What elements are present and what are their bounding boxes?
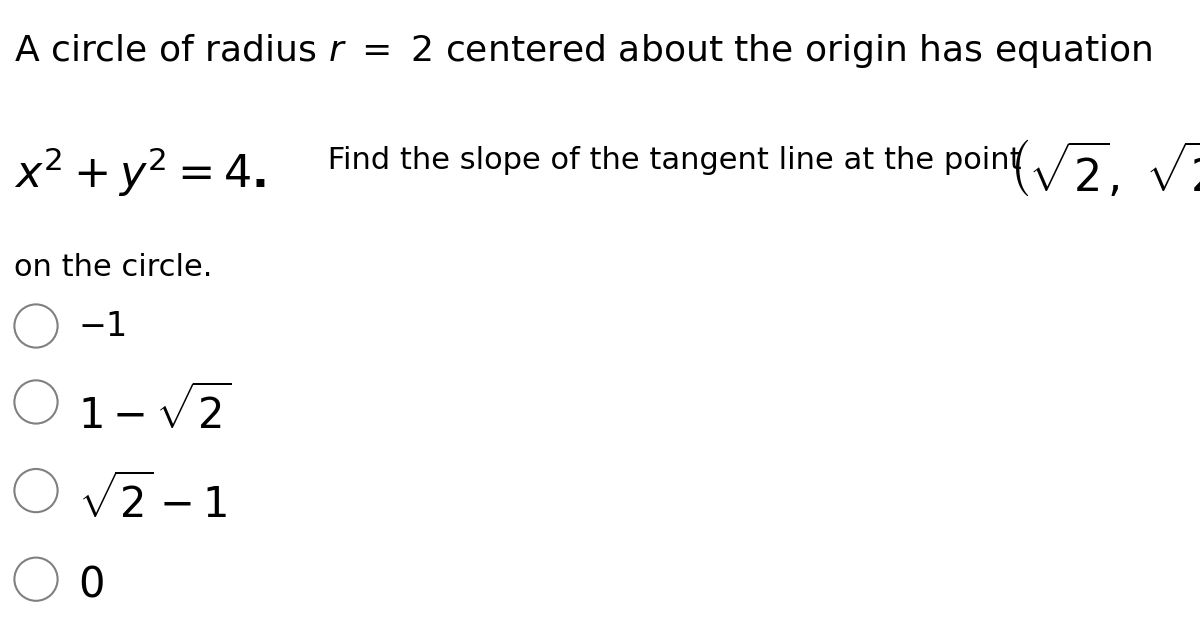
Text: $\sqrt{2} - 1$: $\sqrt{2} - 1$ <box>78 475 227 527</box>
Text: A circle of radius $r\ =\ 2$ centered about the origin has equation: A circle of radius $r\ =\ 2$ centered ab… <box>14 32 1153 70</box>
Text: $1 - \sqrt{2}$: $1 - \sqrt{2}$ <box>78 386 232 438</box>
Text: $x^2 + y^2 = 4$.: $x^2 + y^2 = 4$. <box>14 146 266 199</box>
Text: on the circle.: on the circle. <box>14 253 212 282</box>
Text: Find the slope of the tangent line at the point: Find the slope of the tangent line at th… <box>318 146 1021 175</box>
Text: $0$: $0$ <box>78 563 103 605</box>
Text: $\left(\sqrt{2},\ \sqrt{2}\right)$: $\left(\sqrt{2},\ \sqrt{2}\right)$ <box>1008 139 1200 200</box>
Text: $-1$: $-1$ <box>78 310 126 343</box>
